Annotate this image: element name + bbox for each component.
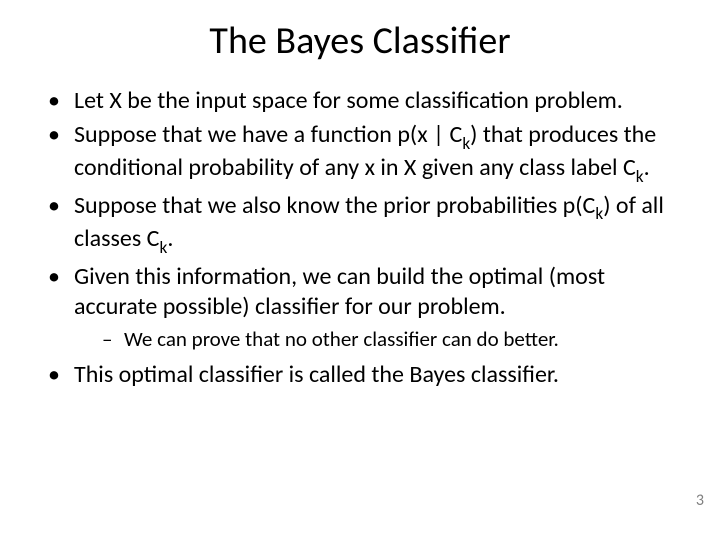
slide-title: The Bayes Classifier [40,18,680,64]
bullet-item: Let X be the input space for some classi… [48,86,680,116]
bullet-text: Suppose that we also know the prior prob… [74,191,664,253]
bullet-text: Suppose that we have a function p(x | Ck… [74,120,656,182]
bullet-text: Let X be the input space for some classi… [74,86,623,115]
bullet-item: This optimal classifier is called the Ba… [48,360,680,390]
sub-bullet-item: We can prove that no other classifier ca… [102,326,680,352]
bullet-item: Given this information, we can build the… [48,262,680,352]
bullet-item: Suppose that we also know the prior prob… [48,191,680,258]
bullet-text: This optimal classifier is called the Ba… [74,360,559,389]
bullet-list: Let X be the input space for some classi… [40,86,680,390]
bullet-text: Given this information, we can build the… [74,262,605,321]
page-number: 3 [696,491,704,510]
slide: The Bayes Classifier Let X be the input … [0,0,720,540]
bullet-item: Suppose that we have a function p(x | Ck… [48,120,680,187]
sub-bullet-text: We can prove that no other classifier ca… [124,326,559,352]
sub-bullet-list: We can prove that no other classifier ca… [74,326,680,352]
